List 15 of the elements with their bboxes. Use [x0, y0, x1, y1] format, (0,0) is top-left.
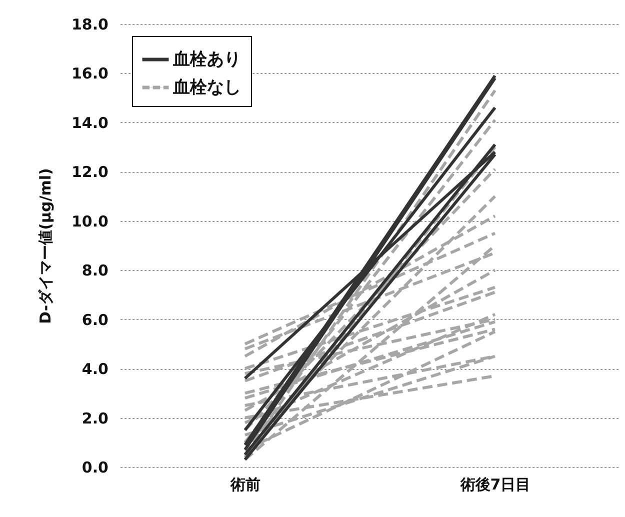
y-tick-label: 14.0 — [71, 114, 108, 132]
legend-label: 血栓なし — [172, 78, 241, 98]
y-tick-label: 4.0 — [82, 360, 108, 378]
legend-label: 血栓あり — [172, 50, 241, 70]
y-tick-label: 2.0 — [82, 409, 108, 428]
y-axis-title: D-ダイマー値(μg/ml) — [36, 168, 54, 324]
x-tick-label: 術後7日目 — [459, 476, 531, 494]
y-tick-label: 8.0 — [82, 262, 108, 280]
y-tick-label: 6.0 — [82, 310, 108, 329]
x-tick-label: 術前 — [230, 476, 260, 494]
y-tick-label: 12.0 — [71, 163, 108, 182]
y-tick-label: 0.0 — [82, 458, 108, 476]
y-tick-label: 16.0 — [71, 64, 108, 83]
y-tick-label: 18.0 — [71, 16, 108, 34]
y-tick-label: 10.0 — [71, 212, 108, 230]
